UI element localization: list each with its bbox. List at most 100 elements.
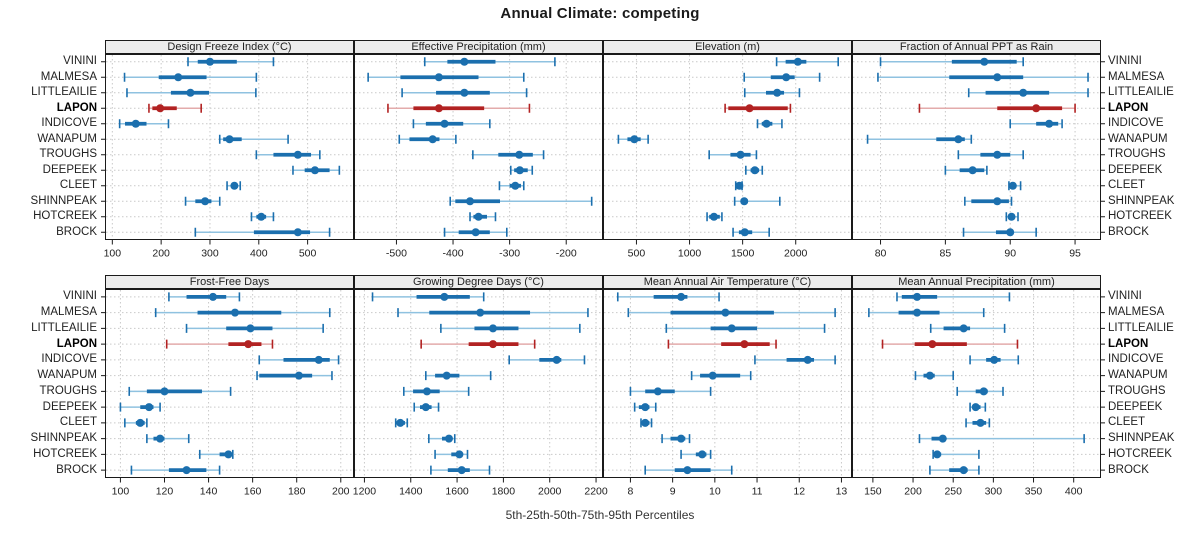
x-tick-label: 400	[250, 248, 268, 260]
site-label-left-hotcreek: HOTCREEK	[33, 447, 97, 460]
percentile-row-deepeek	[509, 165, 534, 175]
site-label-right-lapon: LAPON	[1108, 337, 1149, 350]
percentile-row-littleailie	[743, 88, 801, 98]
site-label-right-deepeek: DEEPEEK	[1108, 400, 1163, 413]
percentile-row-vinini	[187, 57, 275, 67]
site-label-right-lapon: LAPON	[1108, 101, 1149, 114]
percentile-row-troughs	[629, 386, 712, 396]
site-label-left-troughs: TROUGHS	[39, 148, 98, 161]
x-tick-label: 500	[299, 248, 317, 260]
x-tick-label: 80	[875, 248, 887, 260]
median-dot	[136, 418, 145, 427]
percentile-row-cleet	[734, 181, 744, 191]
median-dot	[993, 150, 1002, 159]
site-label-right-shinnpeak: SHINNPEAK	[1108, 432, 1175, 445]
median-dot	[488, 324, 497, 333]
median-dot	[434, 104, 443, 113]
x-tick-label: 1500	[731, 248, 755, 260]
percentile-row-wanapum	[914, 371, 955, 381]
panel-header-mean-air-temperature: Mean Annual Air Temperature (°C)	[603, 275, 852, 289]
site-label-right-indicove: INDICOVE	[1108, 117, 1164, 130]
percentile-row-deepeek	[969, 402, 987, 412]
panel-plot-elevation: 500 1000 1500 2000	[603, 54, 852, 260]
percentile-row-hotcreek	[434, 449, 469, 459]
site-label-right-vinini: VININI	[1108, 290, 1142, 303]
percentile-row-brock	[443, 227, 508, 237]
panel-plot-design-freeze-index: 100 200 300 400 500	[101, 54, 354, 260]
site-label-right-littleailie: LITTLEAILIE	[1108, 321, 1174, 334]
median-dot	[677, 292, 686, 301]
percentile-row-cleet	[640, 418, 653, 428]
percentile-row-wanapum	[690, 371, 752, 381]
x-tick-label: 95	[1069, 248, 1081, 260]
median-dot	[244, 340, 253, 349]
percentile-row-cleet	[965, 418, 991, 428]
median-dot	[455, 450, 464, 459]
percentile-row-vinini	[775, 57, 839, 67]
site-label-left-cleet: CLEET	[59, 179, 97, 192]
percentile-row-wanapum	[218, 134, 289, 144]
percentile-row-indicove	[756, 119, 783, 129]
site-label-right-brock: BROCK	[1108, 225, 1149, 238]
x-tick-label: -500	[386, 248, 407, 260]
percentile-row-littleailie	[440, 323, 581, 333]
median-dot	[698, 450, 707, 459]
median-dot	[1032, 104, 1041, 113]
site-label-left-indicove: INDICOVE	[41, 353, 97, 366]
site-label-left-malmesa: MALMESA	[40, 70, 97, 83]
panel-plot-mean-air-temperature: 8 9 10 11 12 13	[603, 289, 852, 498]
percentile-row-malmesa	[868, 308, 985, 318]
median-dot	[246, 324, 255, 333]
median-dot	[160, 387, 169, 396]
percentile-row-malmesa	[123, 72, 258, 82]
percentile-row-lapon	[165, 339, 274, 349]
x-tick-label: 500	[628, 248, 646, 260]
x-tick-label: 1600	[445, 486, 469, 498]
percentile-row-hotcreek	[706, 212, 723, 222]
median-dot	[474, 212, 483, 221]
percentile-row-brock	[194, 227, 331, 237]
percentile-row-hotcreek	[932, 449, 980, 459]
x-tick-label: 85	[940, 248, 952, 260]
percentile-row-lapon	[881, 339, 1019, 349]
median-dot	[913, 292, 922, 301]
percentile-row-wanapum	[425, 371, 492, 381]
median-dot	[708, 371, 717, 380]
panel-border	[852, 289, 1101, 478]
median-dot	[677, 434, 686, 443]
median-dot	[993, 197, 1002, 206]
median-dot	[959, 324, 968, 333]
percentile-row-shinnpeak	[184, 196, 221, 206]
median-dot	[182, 466, 191, 475]
percentile-row-malmesa	[743, 72, 821, 82]
percentile-row-deepeek	[292, 165, 341, 175]
x-tick-label: 10	[709, 486, 721, 498]
site-label-right-cleet: CLEET	[1108, 416, 1146, 429]
percentile-row-deepeek	[119, 402, 161, 412]
site-label-left-littleailie: LITTLEAILIE	[31, 321, 97, 334]
median-dot	[971, 403, 980, 412]
median-dot	[938, 434, 947, 443]
panel-plot-mean-precipitation: 150 200 250 300 350 400	[852, 289, 1105, 498]
percentile-row-brock	[430, 465, 491, 475]
x-tick-label: 90	[1004, 248, 1016, 260]
median-dot	[440, 292, 449, 301]
percentile-row-littleailie	[401, 88, 528, 98]
median-dot	[444, 434, 453, 443]
percentile-row-brock	[962, 227, 1037, 237]
median-dot	[434, 73, 443, 82]
percentile-row-troughs	[708, 150, 758, 160]
site-label-right-wanapum: WANAPUM	[1108, 369, 1168, 382]
median-dot	[740, 340, 749, 349]
median-dot	[933, 450, 942, 459]
site-label-left-wanapum: WANAPUM	[37, 132, 97, 145]
median-dot	[721, 308, 730, 317]
median-dot	[1006, 228, 1015, 237]
x-tick-label: 350	[1025, 486, 1043, 498]
percentile-row-deepeek	[944, 165, 988, 175]
x-tick-label: 100	[112, 486, 130, 498]
panel-border	[354, 54, 603, 240]
x-tick-label: 200	[332, 486, 350, 498]
percentile-row-indicove	[969, 355, 1020, 365]
site-label-left-vinini: VININI	[63, 290, 97, 303]
